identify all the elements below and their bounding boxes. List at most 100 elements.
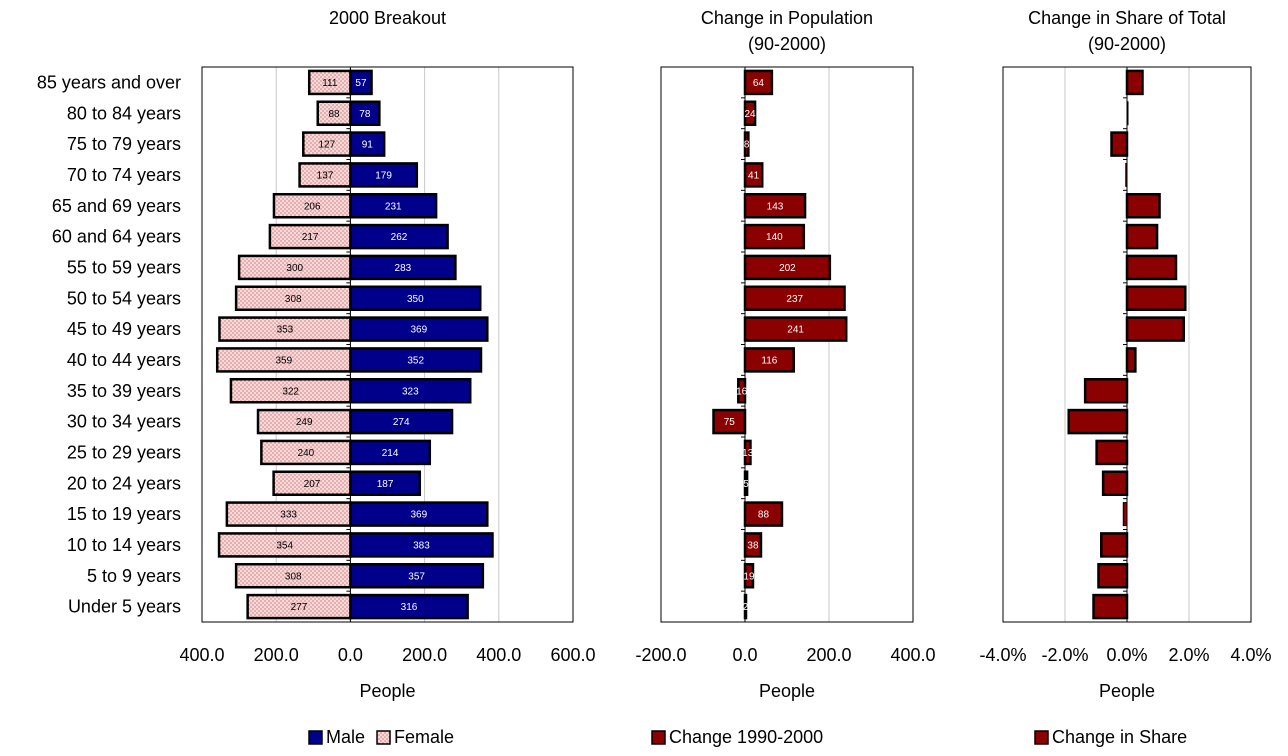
category-label: 40 to 44 years — [67, 350, 181, 370]
data-label: 38 — [747, 540, 759, 551]
share-bar — [1125, 347, 1137, 373]
data-label: 300 — [286, 263, 303, 274]
category-label: 30 to 34 years — [67, 412, 181, 432]
data-label: 214 — [382, 448, 399, 459]
data-label: 140 — [766, 232, 783, 243]
x-tick-label: 200.0 — [806, 645, 851, 665]
data-label: 353 — [277, 325, 294, 336]
share-bar — [1095, 439, 1129, 466]
share-bar — [1125, 254, 1178, 281]
category-label: 50 to 54 years — [67, 288, 181, 308]
data-label: 179 — [375, 170, 392, 181]
data-label: 64 — [753, 78, 765, 89]
category-label: 70 to 74 years — [67, 165, 181, 185]
share-bar — [1125, 223, 1159, 250]
data-label: 249 — [296, 417, 313, 428]
x-tick-label: 400.0 — [179, 645, 224, 665]
x-tick-label: 200.0 — [402, 645, 447, 665]
chart-title: 2000 Breakout — [329, 8, 446, 28]
category-label: 15 to 19 years — [67, 504, 181, 524]
share-bar — [1097, 563, 1129, 589]
legend-swatch — [376, 730, 391, 745]
category-label: 65 and 69 years — [52, 196, 181, 216]
data-label: 91 — [362, 140, 374, 151]
category-label: 55 to 59 years — [67, 257, 181, 277]
data-label: 354 — [276, 540, 293, 551]
share-bar — [1125, 193, 1161, 219]
category-label: 20 to 24 years — [67, 473, 181, 493]
data-label: 369 — [411, 510, 428, 521]
x-tick-label: -200.0 — [635, 645, 686, 665]
x-tick-label: 0.0 — [338, 645, 363, 665]
share-bar — [1101, 470, 1129, 496]
chart-title: Change in Share of Total — [1028, 8, 1226, 28]
legend-swatch — [308, 730, 323, 745]
share-bar — [1067, 408, 1129, 435]
data-label: 88 — [329, 109, 341, 120]
share-bar — [1125, 285, 1187, 311]
category-label: Under 5 years — [68, 597, 181, 617]
data-label: 111 — [322, 78, 338, 89]
data-label: 2 — [743, 602, 749, 613]
category-label: 80 to 84 years — [67, 103, 181, 123]
x-tick-label: 200.0 — [254, 645, 299, 665]
data-label: 206 — [304, 201, 321, 212]
category-label: 35 to 39 years — [67, 381, 181, 401]
data-label: 352 — [407, 355, 424, 366]
x-tick-label: -2.0% — [1041, 645, 1088, 665]
data-label: 88 — [758, 510, 770, 521]
data-label: 274 — [393, 417, 410, 428]
chart-subtitle: (90-2000) — [1088, 34, 1166, 54]
data-label: 308 — [285, 294, 302, 305]
share-bar — [1125, 69, 1144, 96]
x-axis-label: People — [759, 681, 815, 701]
share-bar — [1083, 378, 1129, 404]
x-axis-label: People — [359, 681, 415, 701]
share-bar — [1122, 502, 1128, 527]
category-label: 60 and 64 years — [52, 227, 181, 247]
x-tick-label: 0.0 — [732, 645, 757, 665]
data-label: 19 — [743, 571, 755, 582]
category-label: 25 to 29 years — [67, 442, 181, 462]
data-label: 283 — [395, 263, 412, 274]
data-label: 369 — [411, 325, 428, 336]
x-tick-label: 600.0 — [550, 645, 595, 665]
x-tick-label: 2.0% — [1168, 645, 1209, 665]
data-label: 41 — [748, 170, 760, 181]
data-label: 308 — [285, 571, 302, 582]
data-label: 333 — [280, 510, 297, 521]
data-label: 127 — [318, 140, 335, 151]
data-label: 8 — [744, 140, 750, 151]
data-label: 323 — [402, 386, 419, 397]
data-label: 13 — [742, 448, 754, 459]
data-label: 350 — [407, 294, 424, 305]
data-label: 75 — [724, 417, 736, 428]
data-label: 202 — [779, 263, 796, 274]
data-label: 237 — [786, 294, 803, 305]
data-label: 16 — [736, 386, 748, 397]
x-tick-label: 0.0% — [1106, 645, 1147, 665]
data-label: 262 — [391, 232, 408, 243]
share-bar — [1110, 131, 1129, 157]
chart-subtitle: (90-2000) — [748, 34, 826, 54]
x-tick-label: -4.0% — [979, 645, 1026, 665]
category-label: 45 to 49 years — [67, 319, 181, 339]
category-label: 75 to 79 years — [67, 134, 181, 154]
data-label: 137 — [317, 170, 334, 181]
data-label: 240 — [298, 448, 315, 459]
data-label: 5 — [743, 479, 749, 490]
category-label: 10 to 14 years — [67, 535, 181, 555]
share-bar — [1092, 593, 1129, 620]
data-label: 241 — [787, 325, 804, 336]
data-label: 57 — [355, 78, 367, 89]
data-label: 359 — [275, 355, 292, 366]
legend-swatch — [1034, 730, 1049, 745]
legend-label: Male — [326, 727, 365, 747]
legend-swatch — [651, 730, 666, 745]
plot-frame — [201, 66, 574, 623]
data-label: 78 — [359, 109, 371, 120]
category-label: 85 years and over — [37, 72, 181, 92]
data-label: 116 — [761, 355, 777, 366]
x-tick-label: 400.0 — [890, 645, 935, 665]
